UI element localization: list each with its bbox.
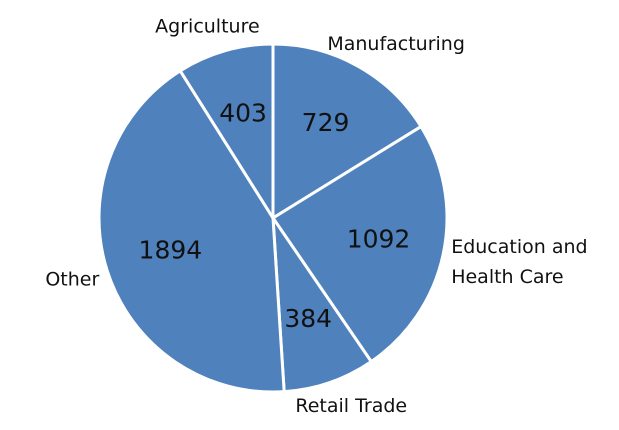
category-label: Agriculture: [155, 15, 260, 38]
value-label: 384: [284, 304, 332, 333]
pie-slice: [178, 42, 275, 224]
pie-slice: [270, 124, 449, 364]
value-label: 729: [302, 108, 350, 137]
value-label: 1092: [347, 224, 411, 253]
category-label: Education and Health Care: [451, 236, 588, 289]
pie-slice: [97, 68, 286, 394]
category-label: Retail Trade: [295, 395, 408, 418]
pie-slice: [271, 42, 424, 221]
category-label: Manufacturing: [327, 33, 465, 56]
value-label: 403: [219, 98, 267, 127]
value-label: 1894: [139, 235, 203, 264]
pie-slice: [271, 212, 374, 394]
category-label: Other: [45, 268, 100, 291]
